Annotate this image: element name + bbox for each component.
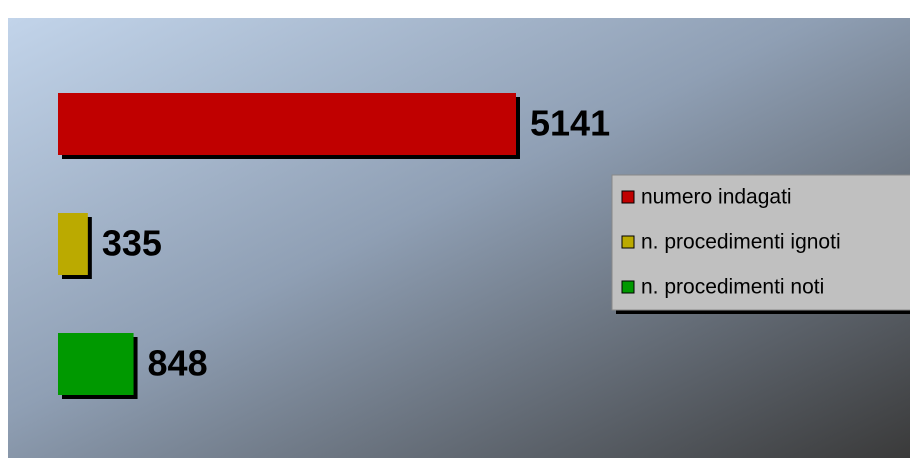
legend [611, 174, 910, 311]
legend-label: n. procedimenti noti [641, 276, 824, 299]
legend-label: n. procedimenti ignoti [641, 231, 841, 254]
data-label: 848 [148, 343, 208, 384]
legend-label: numero indagati [641, 186, 792, 209]
bar [58, 93, 516, 155]
legend-swatch [621, 235, 635, 249]
legend-swatch [621, 280, 635, 294]
data-label: 5141 [530, 103, 610, 144]
bar [58, 213, 88, 275]
data-label: 335 [102, 223, 162, 264]
bar [58, 333, 134, 395]
legend-swatch [621, 190, 635, 204]
